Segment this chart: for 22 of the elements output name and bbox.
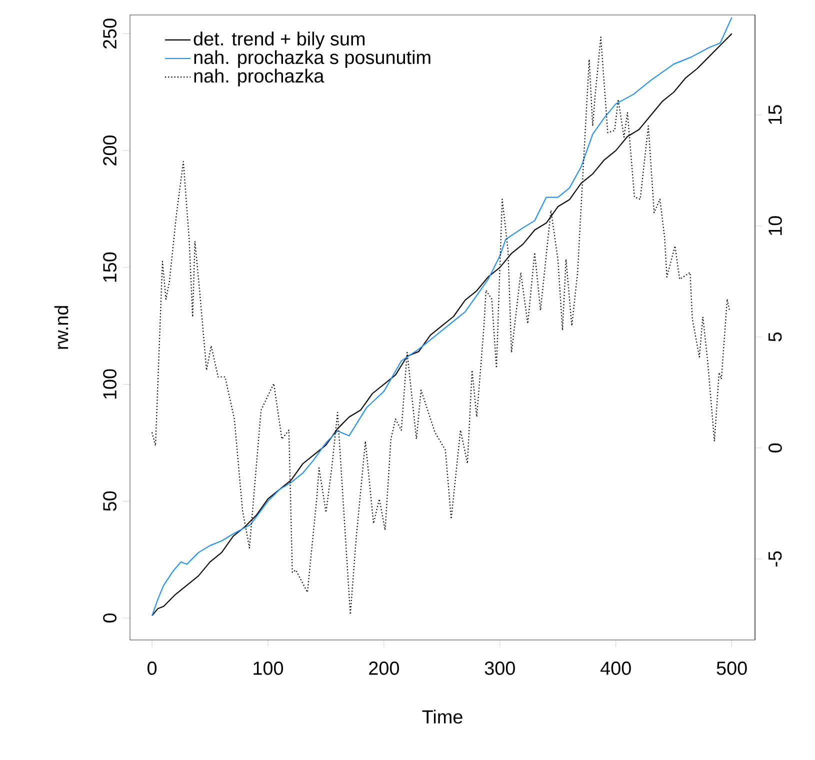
y2-tick-label: 15: [768, 105, 782, 124]
y2-tick-label: 5: [768, 332, 782, 342]
x-tick-label: 300: [484, 661, 515, 675]
y-tick-label: 50: [103, 491, 116, 511]
x-tick-label: 200: [369, 661, 399, 675]
y2-tick-label: -5: [768, 551, 782, 567]
y-tick-label: 150: [103, 252, 116, 282]
legend-label: nah. prochazka s posunutim: [194, 50, 430, 68]
y-axis-title: rw.nd: [54, 306, 68, 349]
y-tick-label: 0: [103, 613, 116, 623]
x-tick-label: 100: [254, 661, 284, 675]
x-tick-label: 0: [148, 661, 157, 675]
legend-label: det. trend + bily sum: [194, 32, 364, 50]
y-tick-label: 200: [103, 136, 116, 166]
y2-tick-label: 0: [768, 443, 782, 452]
x-tick-label: 400: [600, 661, 631, 675]
x-axis-title: Time: [422, 710, 462, 724]
legend-label: nah. prochazka: [194, 68, 324, 86]
y-tick-label: 250: [103, 18, 116, 49]
y2-tick-label: 10: [768, 216, 782, 235]
y-tick-label: 100: [103, 369, 116, 399]
x-tick-label: 500: [716, 661, 747, 675]
